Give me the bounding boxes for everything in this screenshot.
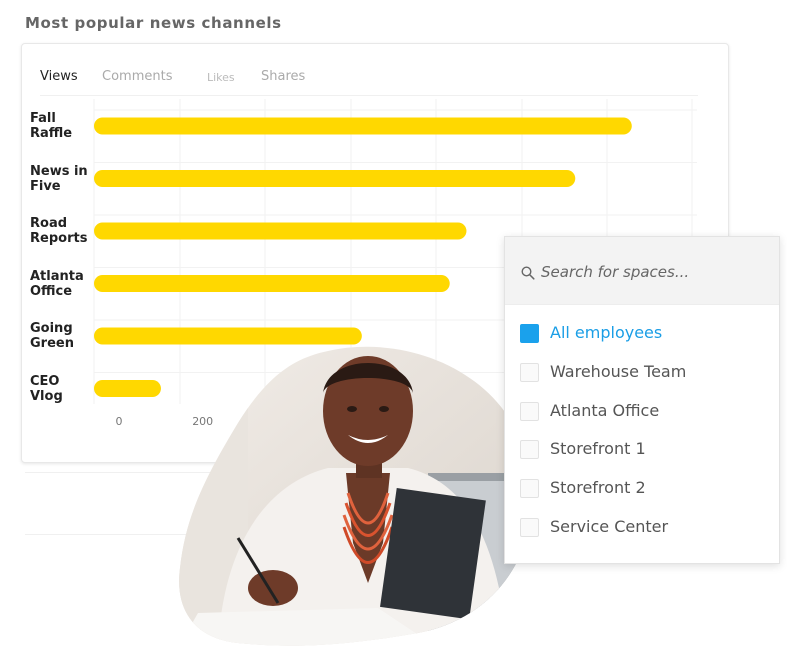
option-warehouse-team[interactable]: Warehouse Team bbox=[505, 357, 779, 387]
tab-comments[interactable]: Comments bbox=[102, 69, 173, 84]
option-label: Atlanta Office bbox=[550, 401, 660, 420]
checkbox-checked[interactable] bbox=[520, 324, 539, 343]
option-label: All employees bbox=[550, 323, 663, 342]
bar-fall-raffle bbox=[94, 117, 632, 135]
bar-label: CEO Vlog bbox=[30, 373, 63, 404]
bar-label: Road Reports bbox=[30, 216, 88, 246]
tabs-divider bbox=[40, 95, 698, 96]
bar-news-in-five bbox=[94, 170, 576, 187]
option-service-center[interactable]: Service Center bbox=[505, 512, 779, 542]
bar-ceo-vlog bbox=[94, 380, 161, 397]
option-label: Storefront 1 bbox=[550, 439, 646, 458]
tab-likes[interactable]: Likes bbox=[207, 71, 235, 84]
search-box bbox=[505, 237, 779, 305]
employee-photo bbox=[179, 346, 532, 646]
option-all-employees[interactable]: All employees bbox=[505, 318, 779, 348]
checkbox[interactable] bbox=[520, 363, 539, 382]
bar-atlanta-office bbox=[94, 275, 450, 292]
option-label: Service Center bbox=[550, 517, 669, 536]
option-storefront-1[interactable]: Storefront 1 bbox=[505, 434, 779, 464]
bar-label: News in Five bbox=[30, 163, 88, 194]
section-title: Most popular news channels bbox=[25, 14, 282, 32]
x-tick-label: 200 bbox=[192, 415, 214, 428]
option-atlanta-office[interactable]: Atlanta Office bbox=[505, 396, 779, 426]
bar-label: Fall Raffle bbox=[30, 111, 73, 141]
option-label: Warehouse Team bbox=[550, 362, 687, 381]
bar-label: Going Green bbox=[30, 321, 74, 351]
option-label: Storefront 2 bbox=[550, 478, 646, 497]
bar-chart bbox=[93, 99, 697, 404]
tab-views[interactable]: Views bbox=[40, 69, 78, 84]
search-input[interactable] bbox=[541, 259, 761, 285]
x-tick-label: 0 bbox=[115, 415, 123, 428]
bar-label: Atlanta Office bbox=[30, 268, 84, 299]
search-icon bbox=[521, 266, 535, 280]
checkbox[interactable] bbox=[520, 402, 539, 421]
bar-going-green bbox=[94, 327, 362, 345]
spaces-dropdown: All employees Warehouse Team Atlanta Off… bbox=[504, 236, 780, 564]
bar-road-reports bbox=[94, 222, 467, 240]
checkbox[interactable] bbox=[520, 479, 539, 498]
checkbox[interactable] bbox=[520, 440, 539, 459]
checkbox[interactable] bbox=[520, 518, 539, 537]
option-storefront-2[interactable]: Storefront 2 bbox=[505, 473, 779, 503]
tab-shares[interactable]: Shares bbox=[261, 69, 306, 84]
